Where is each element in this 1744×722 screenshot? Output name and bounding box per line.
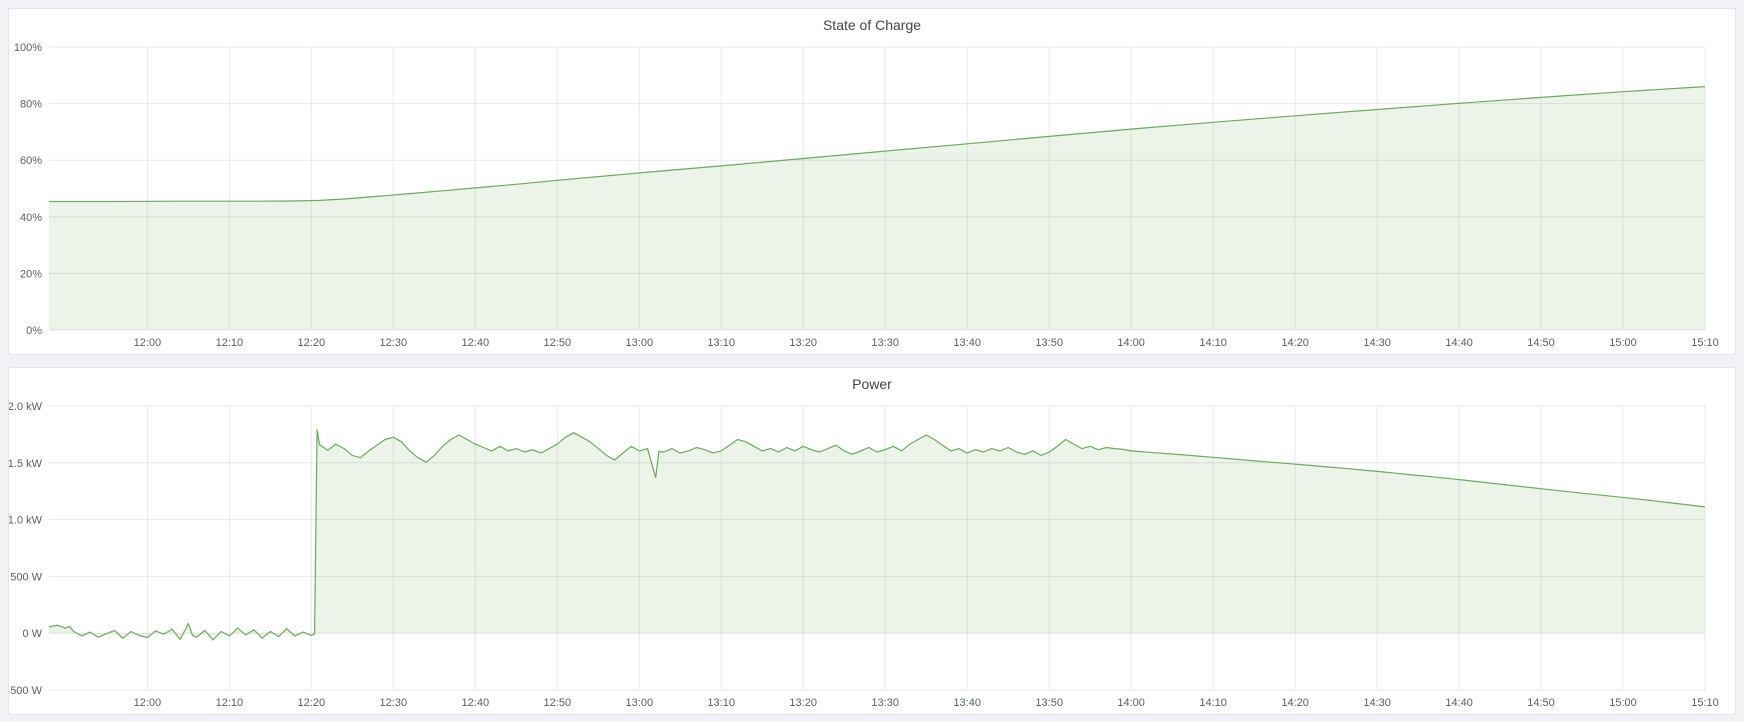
- svg-text:12:50: 12:50: [544, 697, 572, 709]
- svg-text:13:00: 13:00: [626, 697, 654, 709]
- svg-text:14:30: 14:30: [1363, 337, 1391, 349]
- svg-text:80%: 80%: [20, 99, 42, 111]
- svg-text:14:10: 14:10: [1199, 337, 1227, 349]
- svg-text:14:00: 14:00: [1117, 337, 1145, 349]
- svg-text:14:30: 14:30: [1363, 697, 1391, 709]
- svg-text:13:50: 13:50: [1035, 697, 1063, 709]
- svg-text:14:10: 14:10: [1199, 697, 1227, 709]
- svg-text:0%: 0%: [26, 325, 42, 337]
- svg-text:13:40: 13:40: [953, 697, 981, 709]
- state-of-charge-panel-title: State of Charge: [822, 17, 922, 33]
- svg-text:15:00: 15:00: [1609, 337, 1637, 349]
- svg-text:14:20: 14:20: [1281, 697, 1309, 709]
- svg-text:12:40: 12:40: [462, 697, 490, 709]
- svg-text:14:50: 14:50: [1527, 337, 1555, 349]
- svg-text:1.5 kW: 1.5 kW: [9, 458, 43, 470]
- svg-text:12:30: 12:30: [380, 337, 408, 349]
- svg-text:12:00: 12:00: [134, 697, 162, 709]
- svg-text:13:20: 13:20: [789, 337, 817, 349]
- svg-text:13:00: 13:00: [626, 337, 654, 349]
- svg-text:13:30: 13:30: [871, 697, 899, 709]
- svg-text:12:10: 12:10: [216, 337, 244, 349]
- svg-text:13:30: 13:30: [871, 337, 899, 349]
- panel-state-of-charge: State of Charge 12:00 12:10 12:20 12:30 12:4…: [8, 8, 1736, 355]
- svg-text:13:50: 13:50: [1035, 337, 1063, 349]
- svg-text:12:30: 12:30: [380, 697, 408, 709]
- svg-text:12:40: 12:40: [462, 337, 490, 349]
- svg-text:14:20: 14:20: [1281, 337, 1309, 349]
- svg-text:14:50: 14:50: [1527, 697, 1555, 709]
- svg-text:12:20: 12:20: [298, 697, 326, 709]
- state-of-charge-chart[interactable]: 12:00 12:10 12:20 12:30 12:40 12:50 13:00 13:10…: [9, 39, 1733, 354]
- svg-text:14:00: 14:00: [1117, 697, 1145, 709]
- svg-text:100%: 100%: [14, 42, 42, 54]
- svg-text:2.0 kW: 2.0 kW: [9, 401, 43, 413]
- power-chart[interactable]: 12:00 12:10 12:20 12:30 12:40 12:50 13:00 13:10…: [9, 398, 1733, 714]
- svg-text:12:10: 12:10: [216, 697, 244, 709]
- svg-text:20%: 20%: [20, 268, 42, 280]
- svg-text:0 W: 0 W: [22, 628, 42, 640]
- series-line: [48, 429, 1706, 641]
- svg-text:12:20: 12:20: [298, 337, 326, 349]
- svg-text:40%: 40%: [20, 212, 42, 224]
- series-area: [49, 86, 1705, 330]
- svg-text:13:10: 13:10: [707, 337, 735, 349]
- svg-text:-500 W: -500 W: [9, 685, 43, 697]
- svg-text:500 W: 500 W: [10, 571, 42, 583]
- svg-text:13:20: 13:20: [789, 697, 817, 709]
- svg-text:13:40: 13:40: [953, 337, 981, 349]
- svg-text:15:10: 15:10: [1691, 337, 1719, 349]
- series-line: [49, 86, 1706, 203]
- svg-text:60%: 60%: [20, 155, 42, 167]
- svg-text:14:40: 14:40: [1445, 697, 1473, 709]
- svg-text:13:10: 13:10: [707, 697, 735, 709]
- svg-text:15:10: 15:10: [1691, 697, 1719, 709]
- svg-text:12:00: 12:00: [134, 337, 162, 349]
- panel-power: Power 12:00 12:10 12:20 12:30 12:40 12:50 13:0…: [8, 367, 1736, 715]
- power-panel-title: Power: [852, 376, 892, 392]
- svg-text:14:40: 14:40: [1445, 337, 1473, 349]
- svg-text:1.0 kW: 1.0 kW: [9, 515, 43, 527]
- series-area: [49, 429, 1705, 640]
- dashboard: State of Charge 12:00 12:10 12:20 12:30 12:4…: [8, 8, 1736, 715]
- svg-text:15:00: 15:00: [1609, 697, 1637, 709]
- svg-text:12:50: 12:50: [544, 337, 572, 349]
